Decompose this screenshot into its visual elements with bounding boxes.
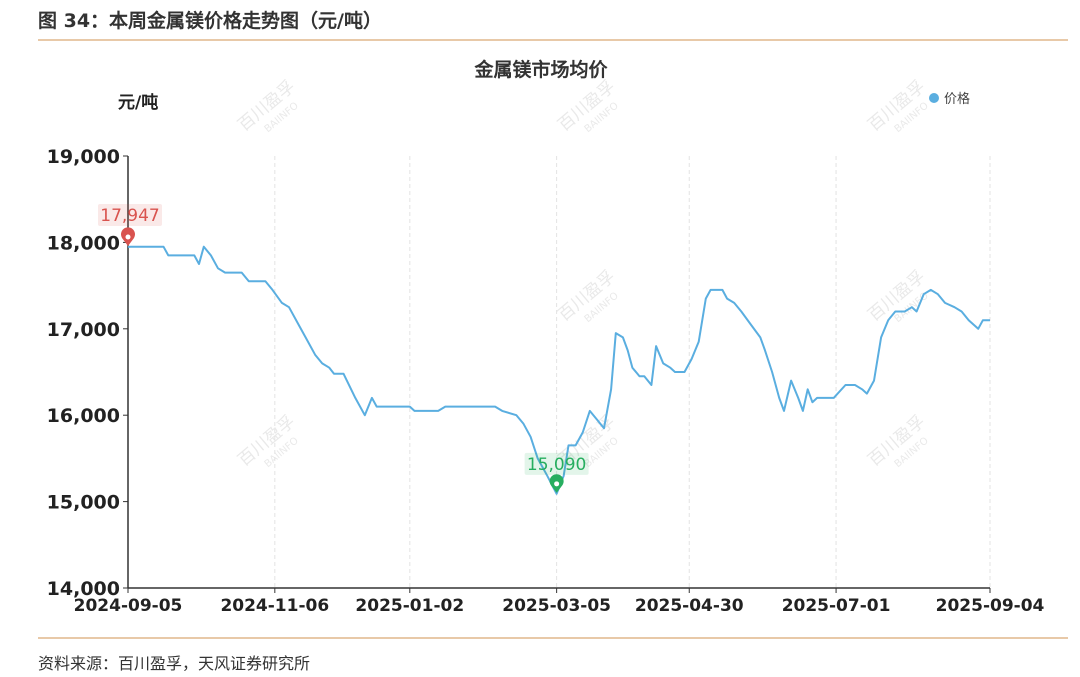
pin-dot — [554, 481, 560, 487]
x-tick-label: 2025-04-30 — [635, 596, 744, 616]
y-tick-label: 16,000 — [47, 405, 120, 427]
series-line-price — [127, 245, 990, 495]
legend-label-price: 价格 — [944, 91, 970, 107]
min-value-label: 15,090 — [527, 455, 586, 475]
y-axis-ticks: 14,000 15,000 16,000 17,000 18,000 19,000 — [47, 146, 128, 600]
y-tick-label: 15,000 — [47, 492, 120, 514]
y-tick-label: 18,000 — [47, 232, 120, 254]
x-tick-label: 2025-01-02 — [355, 596, 464, 616]
value-label-background — [524, 452, 589, 475]
value-label-background — [98, 203, 162, 226]
x-tick-label: 2024-11-06 — [220, 596, 329, 616]
max-value-label: 17,947 — [100, 206, 159, 226]
axes — [127, 156, 990, 589]
extreme-markers: 17,947 15,090 — [98, 203, 589, 493]
max-marker: 17,947 — [98, 203, 162, 246]
pin-dot — [125, 234, 131, 240]
x-tick-label: 2024-09-05 — [74, 596, 183, 616]
x-tick-label: 2025-07-01 — [782, 596, 891, 616]
bottom-divider — [38, 637, 1068, 639]
y-axis-unit-label: 元/吨 — [118, 92, 158, 113]
figure-title: 图 34：本周金属镁价格走势图（元/吨） — [38, 10, 382, 32]
y-tick-label: 14,000 — [47, 578, 120, 600]
x-axis-ticks: 2024-09-05 2024-11-06 2025-01-02 2025-03-05… — [74, 588, 1045, 616]
source-note: 资料来源：百川盈孚，天风证券研究所 — [38, 654, 311, 673]
legend[interactable]: 价格 — [929, 91, 970, 107]
chart-title: 金属镁市场均价 — [473, 58, 608, 81]
x-tick-label: 2025-09-04 — [936, 596, 1045, 616]
top-divider — [38, 39, 1068, 41]
y-tick-label: 17,000 — [47, 319, 120, 341]
y-tick-label: 19,000 — [47, 146, 120, 168]
min-marker: 15,090 — [524, 452, 589, 493]
x-tick-label: 2025-03-05 — [502, 596, 611, 616]
grid-lines — [274, 156, 991, 588]
legend-marker-price — [929, 93, 939, 103]
